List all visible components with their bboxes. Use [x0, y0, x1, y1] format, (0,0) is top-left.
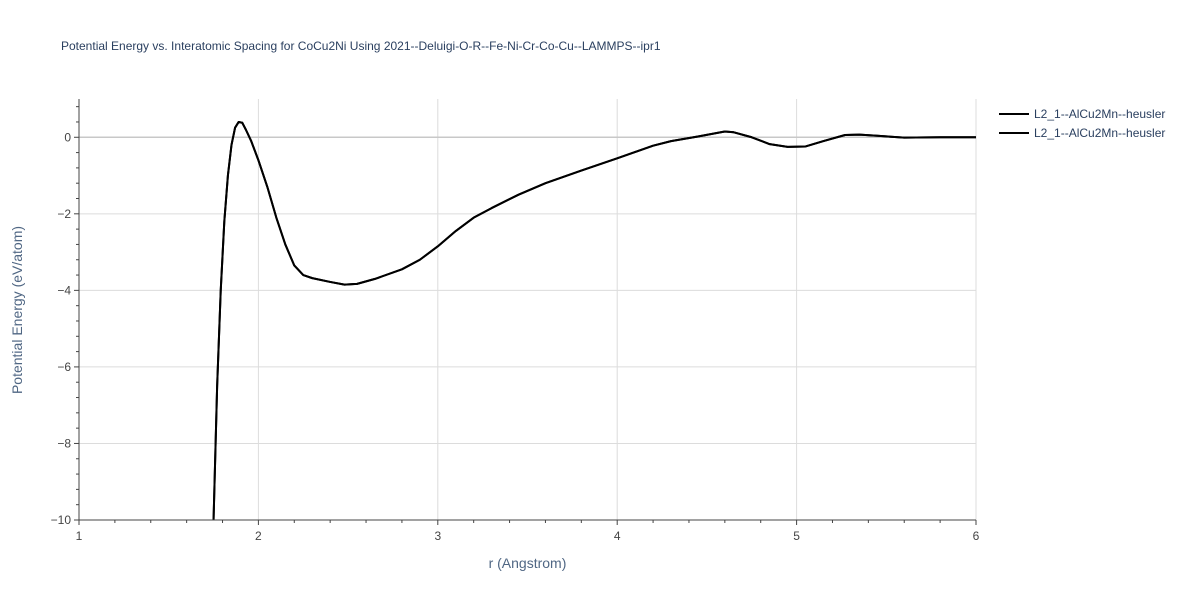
x-tick-label: 1	[76, 529, 83, 543]
axes-layer: 1 2 3 4 5 6 0 −2 −4 −6 −8 −10	[51, 99, 980, 543]
x-tick-label: 6	[973, 529, 980, 543]
legend: L2_1--AlCu2Mn--heusler L2_1--AlCu2Mn--heu…	[999, 107, 1165, 140]
series-layer	[212, 120, 976, 520]
grid-layer	[79, 99, 977, 520]
y-axis-title: Potential Energy (eV/atom)	[9, 226, 25, 394]
series-line-1	[212, 120, 976, 520]
x-axis-title: r (Angstrom)	[489, 555, 567, 571]
y-tick-label: −10	[51, 513, 72, 527]
x-tick-label: 3	[434, 529, 441, 543]
y-tick-label: −2	[57, 207, 71, 221]
x-tick-label: 2	[255, 529, 262, 543]
legend-label-2: L2_1--AlCu2Mn--heusler	[1034, 126, 1165, 140]
y-tick-label: 0	[64, 130, 71, 144]
x-tick-label: 4	[614, 529, 621, 543]
y-tick-label: −6	[57, 360, 71, 374]
x-tick-label: 5	[793, 529, 800, 543]
y-tick-label: −4	[57, 283, 71, 297]
legend-label-1: L2_1--AlCu2Mn--heusler	[1034, 107, 1165, 121]
y-tick-label: −8	[57, 436, 71, 450]
chart-title: Potential Energy vs. Interatomic Spacing…	[61, 39, 661, 53]
series-line-2	[212, 120, 976, 520]
